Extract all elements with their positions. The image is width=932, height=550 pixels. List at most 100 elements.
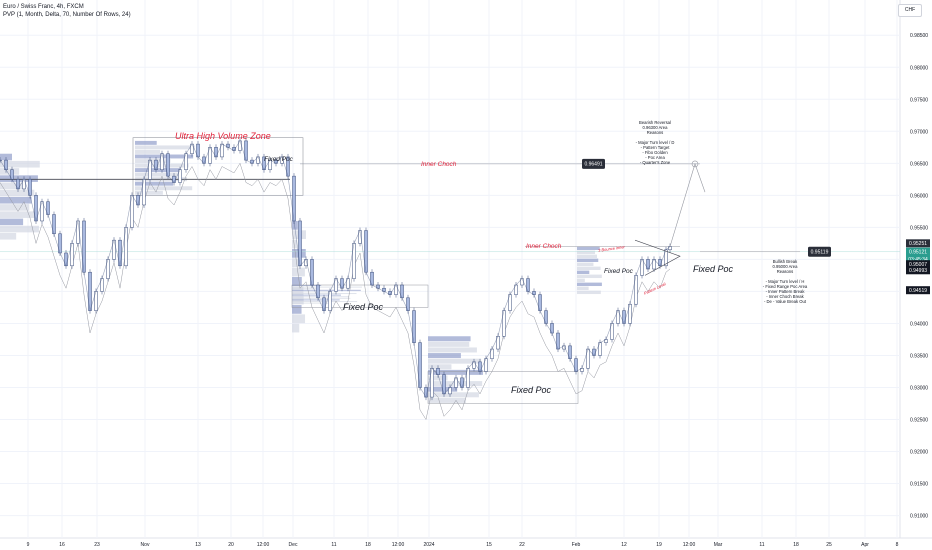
bearish-reversal-line: Reasons — [646, 130, 664, 135]
y-tick-label: 0.96500 — [910, 161, 928, 167]
x-tick-label: 11 — [331, 542, 336, 548]
volume-profile-row — [577, 270, 590, 275]
volume-profile-row — [577, 258, 599, 262]
y-tick-label: 0.97500 — [910, 97, 928, 103]
symbol-title: Euro / Swiss Franc, 4h, FXCM — [3, 4, 84, 10]
volume-profile-row — [0, 225, 39, 233]
volume-profile-row — [292, 289, 361, 291]
bearish-reversal-line: - Quarter's Zone — [639, 160, 671, 165]
currency-button[interactable]: CHF — [898, 4, 922, 17]
bullish-break-line: 0.95000 Area — [772, 264, 798, 269]
volume-profile-row — [135, 145, 195, 150]
x-tick-label: 16 — [59, 542, 65, 548]
x-tick-label: 11 — [759, 542, 764, 548]
volume-profile-row — [292, 267, 305, 277]
volume-profile-row — [135, 181, 174, 186]
axis-tag-box — [906, 255, 930, 264]
volume-profile-row — [428, 397, 467, 403]
y-tick-label: 0.95500 — [910, 225, 928, 231]
fixed-poc-label-2: Fixed Poc — [343, 302, 384, 312]
volume-profile-row — [292, 323, 300, 333]
x-tick-label: 19 — [656, 542, 662, 548]
volume-profile-row — [428, 369, 483, 375]
volume-profile-row — [135, 159, 171, 163]
x-tick-label: 12 — [621, 542, 627, 548]
volume-profile-row — [0, 196, 32, 204]
price-tag-box — [808, 246, 831, 257]
price-tag-label: 0.96491 — [584, 162, 602, 168]
volume-profile-row — [292, 288, 318, 290]
projection-path — [669, 162, 706, 247]
volume-profile-row — [135, 172, 182, 177]
bullish-break-line: - Inner Pattern Break — [765, 289, 805, 294]
axis-tag-label: 0.95007 — [909, 262, 927, 268]
price-tag-box — [582, 158, 605, 169]
axis-tag-label: 03:45:34 — [908, 257, 928, 263]
bearish-reversal-line: Bearish Reversal — [639, 120, 671, 125]
y-tick-label: 0.96000 — [910, 193, 928, 199]
y-tick-label: 0.93500 — [910, 353, 928, 359]
bullish-break-line: Bullish Break — [772, 259, 798, 264]
x-tick-label: 18 — [365, 542, 371, 548]
y-tick-label: 0.92500 — [910, 418, 928, 424]
axis-tag-box — [906, 260, 930, 269]
volume-profile-row — [292, 239, 298, 249]
y-tick-label: 0.98500 — [910, 33, 928, 39]
volume-profile-row — [0, 175, 38, 182]
envelope-line — [0, 162, 671, 421]
volume-profile-row — [0, 204, 30, 211]
volume-profile-row — [292, 277, 302, 286]
volume-profile-row — [0, 168, 20, 175]
x-tick-label: 22 — [519, 542, 525, 548]
volume-profile-row — [0, 189, 35, 197]
x-tick-label: 13 — [195, 542, 201, 548]
price-line — [0, 140, 671, 398]
inner-choch-label-2: Inner Choch — [526, 243, 562, 250]
volume-profile-row — [135, 168, 180, 173]
axis-tag-label: 0.95121 — [909, 249, 927, 255]
volume-profile-row — [0, 182, 26, 190]
target-circle — [691, 160, 699, 168]
candle-body — [0, 159, 2, 162]
volume-profile-row — [135, 190, 163, 195]
bearish-reversal-line: - Pattern Target — [640, 145, 670, 150]
x-tick-label: Mar — [714, 542, 723, 548]
x-tick-label: 12:00 — [257, 542, 270, 548]
x-tick-label: 25 — [826, 542, 832, 548]
bearish-reversal-line: - Major Turn level / D — [635, 140, 675, 145]
volume-profile-row — [292, 305, 302, 314]
x-tick-label: 20 — [228, 542, 234, 548]
x-tick-label: Nov — [141, 542, 150, 548]
volume-profile-row — [577, 290, 601, 295]
bullish-break-line: - De - Value Break Out — [763, 299, 807, 304]
volume-profile-row — [0, 153, 12, 161]
y-tick-label: 0.94000 — [910, 321, 928, 327]
x-tick-label: Feb — [572, 542, 581, 548]
volume-profile-row — [292, 285, 322, 287]
x-tick-label: 18 — [793, 542, 799, 548]
volume-profile-row — [292, 297, 351, 299]
volume-profile-row — [577, 262, 594, 266]
volume-profile-row — [292, 286, 362, 288]
axis-tag-label: 0.94993 — [909, 268, 927, 274]
y-tick-label: 0.97000 — [910, 129, 928, 135]
price-tag-label: 0.95119 — [811, 250, 829, 256]
bullish-break-note: Bullish Break 0.95000 Area Reasons - Major… — [755, 259, 815, 304]
volume-profile-row — [292, 220, 298, 230]
x-tick-label: Apr — [861, 542, 869, 548]
volume-profile-row — [577, 278, 585, 283]
x-tick-label: 8 — [896, 542, 899, 548]
volume-profile-row — [0, 211, 37, 218]
fixed-poc-label-3: Fixed Poc — [511, 385, 552, 395]
fixed-poc-label-4: Fixed Poc — [604, 268, 633, 275]
volume-profile-row — [292, 258, 300, 268]
indicator-title: PVP (1, Month, Delta, 70, Number Of Rows… — [3, 12, 131, 18]
axis-tag-box — [906, 239, 930, 248]
volume-profile-row — [135, 149, 161, 154]
x-tick-label: 23 — [94, 542, 100, 548]
volume-profile-row — [292, 299, 340, 301]
triangle-pattern — [634, 239, 681, 276]
axis-tag-label: 0.94519 — [909, 288, 927, 294]
bullish-break-line: Reasons — [776, 269, 794, 274]
